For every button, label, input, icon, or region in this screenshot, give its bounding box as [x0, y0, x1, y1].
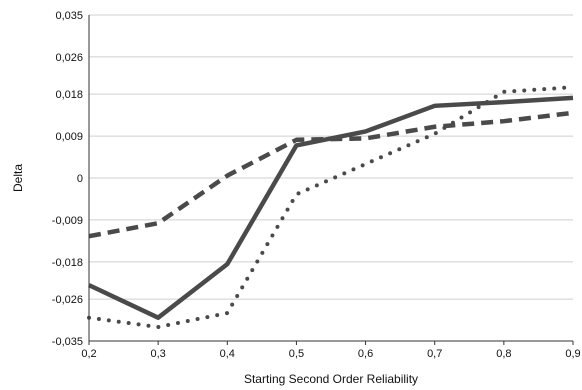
series-line-dotted [87, 85, 575, 330]
series-line-solid [88, 95, 574, 320]
y-axis-title: Delta [11, 164, 25, 192]
x-tick-label: 0,9 [565, 348, 580, 360]
y-tick-label: -0,026 [52, 294, 83, 306]
x-axis-ticks: 0,2 0,3 0,4 0,5 0,6 0,7 0,8 0,9 [81, 341, 581, 360]
series-lines [87, 85, 575, 330]
x-tick-label: 0,2 [81, 348, 96, 360]
axes [88, 15, 573, 342]
x-tick-label: 0,7 [427, 348, 442, 360]
x-tick-label: 0,8 [496, 348, 511, 360]
y-tick-label: 0 [77, 173, 83, 185]
y-tick-label: -0,018 [52, 257, 83, 269]
y-tick-label: -0,009 [52, 215, 83, 227]
x-tick-label: 0,4 [220, 348, 235, 360]
y-tick-label: -0,035 [52, 336, 83, 348]
x-tick-label: 0,6 [358, 348, 373, 360]
y-tick-label: 0,026 [55, 52, 83, 64]
series-line-dashed [88, 110, 574, 239]
x-axis-title: Starting Second Order Reliability [244, 372, 418, 386]
x-tick-label: 0,3 [150, 348, 165, 360]
gridlines [89, 14, 573, 300]
x-tick-label: 0,5 [289, 348, 304, 360]
y-tick-label: 0,009 [55, 131, 83, 143]
y-axis-ticks: 0,035 0,026 0,018 0,009 0 -0,009 -0,018 -0,026 -… [52, 10, 83, 348]
y-tick-label: 0,018 [55, 89, 83, 101]
y-tick-label: 0,035 [55, 10, 83, 22]
